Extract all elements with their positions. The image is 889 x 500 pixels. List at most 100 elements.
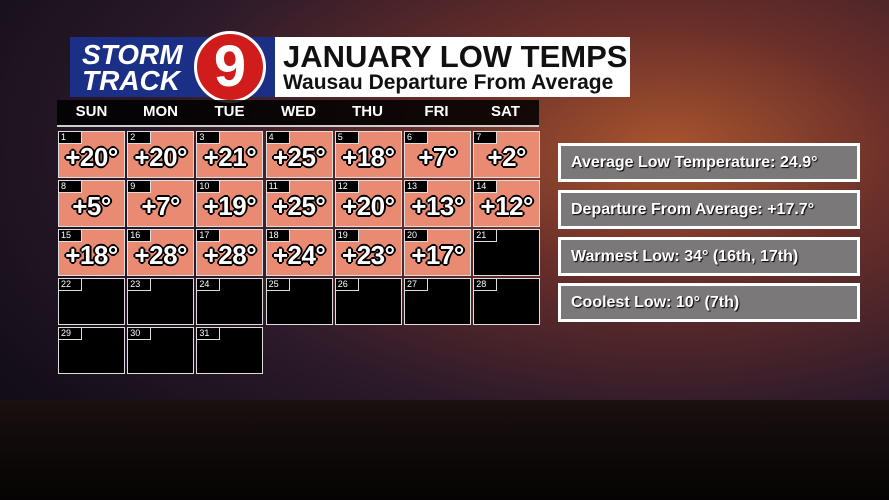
day-cell: 14 +12° [473, 180, 541, 227]
day-number: 6 [404, 131, 428, 144]
stat-box: Warmest Low: 34° (16th, 17th) [558, 237, 860, 276]
logo-number: 9 [194, 31, 266, 103]
day-cell: 19 +23° [334, 229, 402, 276]
day-number: 1 [58, 131, 82, 144]
departure-value: +18° [342, 142, 395, 172]
day-number: 23 [127, 278, 152, 291]
departure-value: +2° [487, 142, 526, 172]
weekday: SUN [75, 103, 108, 120]
title: JANUARY LOW TEMPS [283, 39, 628, 74]
departure-value: +12° [480, 191, 533, 221]
day-number: 2 [127, 131, 152, 144]
day-number: 10 [196, 180, 221, 193]
day-cell: 12 +20° [334, 180, 402, 227]
day-cell: 13 +13° [404, 180, 471, 227]
subtitle: Wausau Departure From Average [283, 71, 614, 94]
departure-value: +20° [342, 191, 395, 221]
day-number: 14 [473, 180, 498, 193]
logo: STORM TRACK 9 [70, 31, 275, 103]
day-number: 13 [404, 180, 428, 193]
day-cell: 27 [404, 278, 471, 325]
ground-silhouette [0, 400, 889, 500]
departure-value: +7° [141, 191, 180, 221]
day-cell: 1 +20° [58, 131, 125, 178]
day-number: 8 [58, 180, 82, 193]
day-cell: 11 +25° [265, 180, 333, 227]
departure-value: +25° [272, 142, 326, 172]
day-cell: 6 +7° [404, 131, 471, 178]
day-number: 24 [196, 278, 221, 291]
departure-value: +18° [65, 240, 118, 270]
day-cell: 7 +2° [473, 131, 541, 178]
day-number: 18 [265, 229, 290, 242]
day-number: 19 [334, 229, 359, 242]
stat-box: Departure From Average: +17.7° [558, 190, 860, 229]
day-cell: 21 [473, 229, 541, 276]
day-number: 31 [196, 327, 221, 340]
day-cell: 20 +17° [404, 229, 471, 276]
departure-value: +25° [272, 191, 326, 221]
day-cell: 5 +18° [334, 131, 402, 178]
day-number: 20 [404, 229, 428, 242]
day-cell: 26 [334, 278, 402, 325]
day-number: 28 [473, 278, 498, 291]
day-number: 21 [473, 229, 498, 242]
weekday-bar: SUN MON TUE WED THU FRI SAT [57, 100, 539, 127]
day-cell: 17 +28° [196, 229, 264, 276]
weekday: SAT [491, 103, 520, 120]
day-number: 25 [265, 278, 290, 291]
departure-value: +28° [203, 240, 257, 270]
day-cell: 2 +20° [127, 131, 195, 178]
day-number: 12 [334, 180, 359, 193]
day-cell: 24 [196, 278, 264, 325]
stat-box: Average Low Temperature: 24.9° [558, 143, 860, 182]
day-cell: 16 +28° [127, 229, 195, 276]
day-cell: 23 [127, 278, 195, 325]
departure-value: +20° [134, 142, 187, 172]
departure-value: +13° [411, 191, 464, 221]
weekday: TUE [214, 103, 245, 120]
departure-value: +20° [65, 142, 118, 172]
logo-line: STORM [82, 39, 183, 70]
day-cell: 3 +21° [196, 131, 264, 178]
day-number: 7 [473, 131, 498, 144]
day-number: 11 [265, 180, 290, 193]
day-number: 22 [58, 278, 82, 291]
departure-value: +17° [411, 240, 464, 270]
weekday: WED [281, 103, 316, 120]
day-cell: 28 [473, 278, 541, 325]
day-number: 30 [127, 327, 152, 340]
departure-value: +7° [418, 142, 457, 172]
day-cell: 30 [127, 327, 195, 374]
day-number: 17 [196, 229, 221, 242]
day-cell: 4 +25° [265, 131, 333, 178]
day-number: 16 [127, 229, 152, 242]
departure-value: +5° [72, 191, 111, 221]
weekday: FRI [424, 103, 449, 120]
day-cell: 31 [196, 327, 264, 374]
day-cell: 10 +19° [196, 180, 264, 227]
day-cell: 15 +18° [58, 229, 125, 276]
departure-value: +19° [203, 191, 257, 221]
stat-box: Coolest Low: 10° (7th) [558, 283, 860, 322]
day-cell: 18 +24° [265, 229, 333, 276]
day-number: 29 [58, 327, 82, 340]
day-cell: 9 +7° [127, 180, 195, 227]
day-number: 5 [334, 131, 359, 144]
day-cell: 29 [58, 327, 125, 374]
weekday: THU [352, 103, 383, 120]
day-number: 27 [404, 278, 428, 291]
day-cell: 25 [265, 278, 333, 325]
day-cell: 22 [58, 278, 125, 325]
day-number: 9 [127, 180, 152, 193]
day-number: 15 [58, 229, 82, 242]
day-number: 26 [334, 278, 359, 291]
departure-value: +24° [272, 240, 326, 270]
logo-line: TRACK [82, 65, 180, 96]
title-banner: JANUARY LOW TEMPS Wausau Departure From … [275, 37, 630, 97]
day-cell: 8 +5° [58, 180, 125, 227]
departure-value: +21° [203, 142, 257, 172]
departure-value: +28° [134, 240, 187, 270]
day-number: 3 [196, 131, 221, 144]
